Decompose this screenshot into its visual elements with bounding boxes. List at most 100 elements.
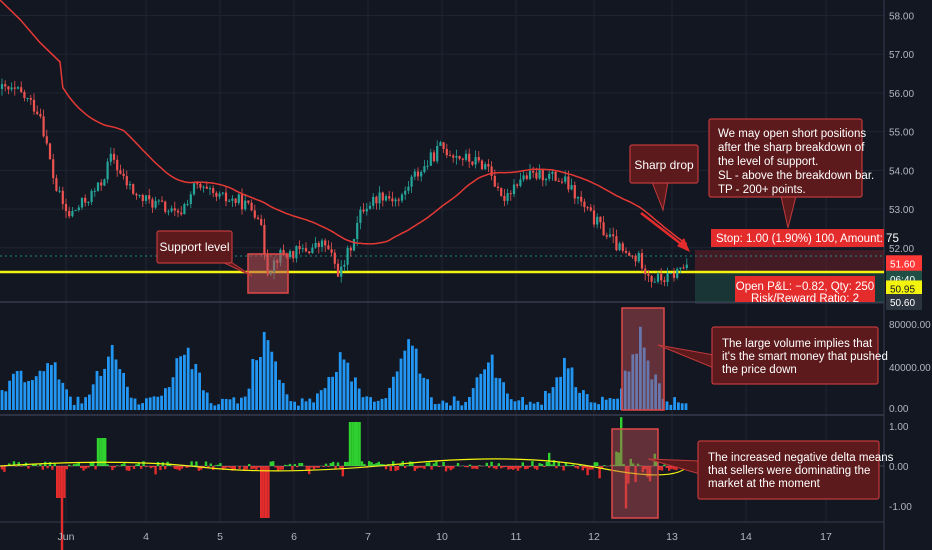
candle (244, 193, 247, 212)
note-line: The increased negative delta means (708, 452, 894, 464)
support-highlight-box[interactable] (247, 253, 289, 294)
delta-bar (257, 466, 260, 468)
candle (618, 241, 621, 252)
candle (138, 194, 141, 198)
delta-bar (41, 466, 44, 470)
delta-bar (612, 464, 616, 466)
candle (432, 149, 436, 163)
delta-bar (617, 452, 620, 466)
delta-bar (219, 463, 222, 466)
delta-bar (317, 466, 320, 468)
delta-bar (332, 461, 335, 466)
stop-zone[interactable] (695, 250, 884, 272)
delta-bar (152, 466, 155, 468)
delta-bar (185, 466, 188, 468)
delta-bar (188, 466, 191, 468)
delta-bar (82, 466, 85, 471)
price-tick: 57.00 (889, 50, 914, 61)
candle (298, 240, 301, 255)
candle (42, 109, 45, 138)
delta-bar (245, 466, 248, 470)
price-tag-text: 51.60 (890, 259, 915, 270)
candle (349, 245, 352, 257)
volume-bar (357, 388, 361, 410)
support-callout[interactable]: Support level (156, 230, 253, 277)
volume-bar (221, 398, 224, 410)
volume-axis[interactable]: 80000.00 40000.00 0.00 (889, 320, 931, 415)
delta-bar (562, 466, 565, 471)
candle (484, 161, 487, 170)
delta-bar (512, 466, 515, 470)
delta-bar (96, 438, 100, 466)
volume-bar (198, 372, 201, 410)
delta-bar (452, 466, 455, 469)
candle (333, 249, 336, 269)
volume-bar (635, 353, 638, 410)
volume-bar (331, 376, 334, 410)
candle (167, 209, 170, 216)
candle (397, 197, 400, 207)
delta-bar (12, 461, 16, 466)
delta-bar (51, 466, 54, 470)
volume-bar (468, 396, 471, 410)
volume-bar (684, 403, 688, 410)
delta-bar (543, 466, 546, 468)
time-axis[interactable]: Jun 4 5 6 7 10 11 12 13 14 17 (58, 531, 832, 543)
volume-bar (479, 373, 483, 410)
candle (263, 218, 266, 260)
note-line: the level of support. (718, 156, 818, 168)
candle (436, 140, 439, 164)
candle (256, 214, 260, 220)
delta-bar (228, 466, 232, 468)
price-tag-text: 50.60 (890, 298, 915, 309)
volume-bar (84, 397, 87, 410)
delta-bar (420, 466, 424, 468)
candle (375, 195, 378, 210)
support-callout-text: Support level (159, 240, 229, 254)
delta-bar (132, 466, 136, 470)
candle (55, 174, 58, 192)
candle (388, 191, 391, 201)
volume-bar (559, 376, 562, 410)
candle (384, 194, 388, 202)
volume-bar (665, 401, 669, 410)
pnl-label[interactable]: Open P&L: −0.82, Qty: 250 Risk/Reward Ra… (735, 276, 875, 305)
candle (634, 253, 637, 267)
volume-bar (255, 360, 258, 410)
delta-bar (204, 461, 208, 466)
volume-bar (91, 384, 95, 410)
candle (477, 151, 480, 164)
time-tick: Jun (58, 531, 75, 543)
delta-bar (596, 462, 599, 466)
delta-bar (490, 461, 493, 466)
price-tag-text: 06:40 (890, 275, 915, 286)
price-axis[interactable]: 58.00 57.00 56.00 55.00 54.00 53.00 52.00 (889, 11, 914, 254)
delta-bar (130, 466, 133, 467)
candle (234, 198, 237, 207)
volume-highlight-box[interactable] (621, 307, 665, 411)
delta-bar (550, 464, 553, 466)
delta-bar (591, 466, 594, 470)
volume-bar (53, 362, 57, 410)
delta-bar (17, 462, 20, 466)
volume-bar (156, 396, 160, 410)
delta-bar (207, 466, 210, 468)
delta-bar (46, 466, 49, 469)
strategy-note[interactable]: We may open short positions after the sha… (708, 118, 874, 229)
candle (573, 181, 576, 204)
sharp-drop-callout[interactable]: Sharp drop (629, 144, 699, 212)
candle (68, 206, 71, 219)
delta-bar (533, 466, 536, 469)
volume-bar (544, 390, 547, 410)
delta-bar (3, 466, 6, 472)
delta-highlight-box[interactable] (611, 428, 659, 519)
delta-bar (564, 462, 568, 466)
price-tag: 50.95 (886, 280, 922, 297)
stop-label[interactable]: Stop: 1.00 (1.90%) 100, Amount: 75 (711, 229, 899, 247)
candle (583, 198, 586, 213)
delta-axis[interactable]: 1.00 0.00 -1.00 (889, 422, 912, 513)
